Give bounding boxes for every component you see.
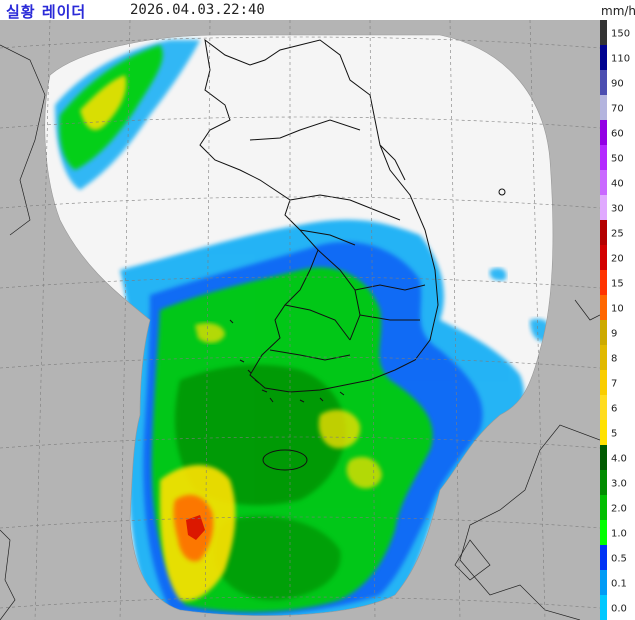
legend-label: 3.0	[611, 479, 627, 490]
legend-label: 40	[611, 179, 624, 190]
legend-label: 15	[611, 279, 624, 290]
legend-swatch	[600, 220, 607, 246]
legend-swatch	[600, 345, 607, 371]
legend-label: 0.5	[611, 554, 627, 565]
legend-label: 90	[611, 79, 624, 90]
legend-swatch	[600, 595, 607, 620]
legend-swatch	[600, 295, 607, 321]
legend-label: 150	[611, 29, 630, 40]
radar-map[interactable]	[0, 20, 600, 620]
precipitation-layer	[55, 40, 552, 616]
legend-swatch	[600, 195, 607, 221]
legend-label: 2.0	[611, 504, 627, 515]
legend-swatch	[600, 70, 607, 96]
legend-swatch	[600, 545, 607, 571]
legend-label: 1.0	[611, 529, 627, 540]
legend-swatch	[600, 495, 607, 521]
legend-label: 9	[611, 329, 617, 340]
timestamp: 2026.04.03.22:40	[130, 2, 265, 18]
legend-swatch	[600, 45, 607, 71]
legend-label: 10	[611, 304, 624, 315]
legend-label: 7	[611, 379, 617, 390]
legend-swatch	[600, 145, 607, 171]
jeju-island	[262, 449, 308, 471]
legend-swatch	[600, 20, 607, 46]
legend-swatch	[600, 470, 607, 496]
legend-label: 60	[611, 129, 624, 140]
coverage-edge	[44, 34, 554, 616]
legend-label: 8	[611, 354, 617, 365]
legend-label: 0.0	[611, 604, 627, 615]
legend-swatch	[600, 420, 607, 446]
legend-label: 50	[611, 154, 624, 165]
legend-label: 30	[611, 204, 624, 215]
legend-swatch	[600, 270, 607, 296]
legend-label: 20	[611, 254, 624, 265]
legend-label: 70	[611, 104, 624, 115]
legend-swatch	[600, 370, 607, 396]
legend-swatch	[600, 170, 607, 196]
legend-label: 6	[611, 404, 617, 415]
legend-label: 0.1	[611, 579, 627, 590]
legend-label: 25	[611, 229, 624, 240]
legend-label: 5	[611, 429, 617, 440]
legend-swatch	[600, 445, 607, 471]
legend-swatch	[600, 570, 607, 596]
legend-swatch	[600, 395, 607, 421]
legend-swatch	[600, 320, 607, 346]
legend-swatch	[600, 245, 607, 271]
outer-landmasses	[0, 44, 600, 620]
unit-label: mm/h	[601, 4, 635, 18]
page-title: 실황 레이더	[6, 3, 87, 21]
legend-swatch	[600, 95, 607, 121]
header-bar: 실황 레이더 2026.04.03.22:40 mm/h	[0, 0, 635, 21]
legend-swatch	[600, 520, 607, 546]
legend-label: 110	[611, 54, 630, 65]
legend-label: 4.0	[611, 454, 627, 465]
rainfall-legend: 150 110 90 70 60 50 40 30 25 20 15 10 9 8 7 6 5 4.0 3.0 2.0…	[600, 20, 630, 620]
legend-swatch	[600, 120, 607, 146]
lat-lon-grid	[0, 20, 600, 620]
